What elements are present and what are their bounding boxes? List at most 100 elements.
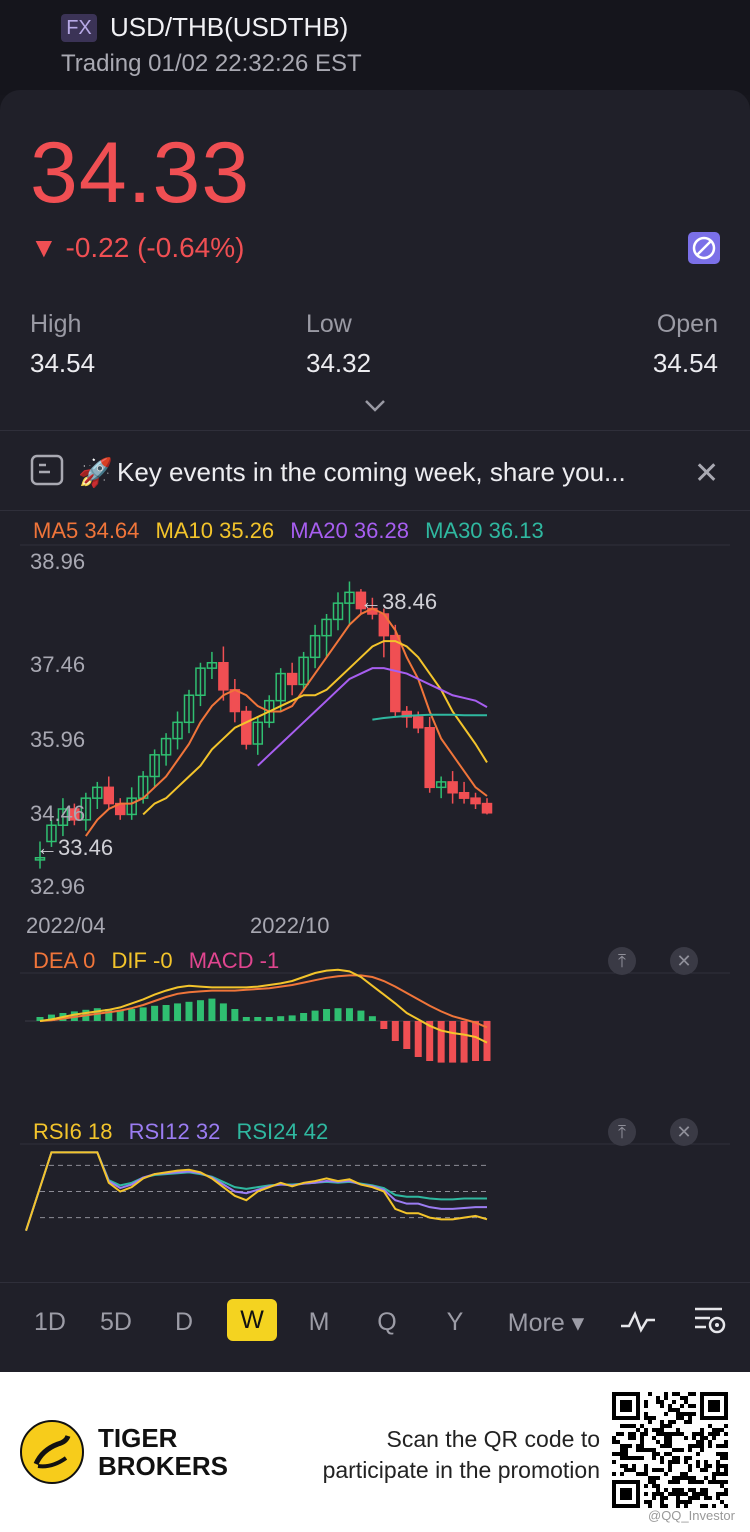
macd-bar	[437, 1021, 445, 1063]
qr-module	[692, 1492, 696, 1496]
tiger-logo-icon	[20, 1420, 84, 1484]
macd-bar	[449, 1021, 457, 1063]
qr-module	[656, 1432, 660, 1436]
tab-more[interactable]: More ▾	[507, 1309, 585, 1337]
tab-m[interactable]: M	[308, 1308, 330, 1336]
pin-top-icon[interactable]: ⤒	[608, 947, 636, 975]
tab-d[interactable]: D	[174, 1308, 194, 1336]
x-axis-label: 2022/04	[26, 913, 106, 938]
qr-finder	[620, 1488, 632, 1500]
qr-module	[640, 1456, 644, 1460]
qr-module	[680, 1488, 684, 1492]
close-icon[interactable]: ✕	[694, 457, 720, 490]
y-axis-label: 32.96	[30, 874, 86, 899]
qr-code[interactable]	[612, 1392, 728, 1508]
qr-module	[716, 1492, 720, 1496]
qr-module	[664, 1432, 668, 1436]
qr-module	[652, 1468, 656, 1472]
rsi24-label: RSI24 42	[236, 1119, 329, 1144]
qr-module	[688, 1456, 692, 1460]
close-indicator-icon[interactable]: ✕	[670, 947, 698, 975]
banner-text[interactable]: Key events in the coming week, share you…	[117, 457, 626, 487]
macd-bar	[403, 1021, 411, 1049]
qr-module	[668, 1460, 672, 1464]
y-axis-label: 35.96	[30, 727, 86, 752]
macd-bar	[151, 1005, 159, 1021]
qr-module	[672, 1488, 676, 1492]
macd-bar	[334, 1008, 342, 1021]
qr-module	[712, 1472, 716, 1476]
macd-bar	[196, 1000, 204, 1021]
close-indicator-icon[interactable]: ✕	[670, 1118, 698, 1146]
candle-body	[275, 672, 286, 702]
tab-1d[interactable]: 1D	[34, 1308, 66, 1336]
indicator-icon[interactable]	[619, 1306, 657, 1336]
qr-module	[676, 1496, 680, 1500]
qr-module	[672, 1392, 676, 1396]
visibility-off-icon[interactable]	[688, 232, 720, 264]
qr-module	[612, 1452, 616, 1456]
qr-module	[648, 1504, 652, 1508]
qr-module	[628, 1424, 632, 1428]
qr-module	[696, 1444, 700, 1448]
qr-module	[648, 1420, 652, 1424]
tab-w[interactable]: W	[227, 1299, 277, 1341]
macd-bar	[265, 1017, 273, 1021]
low-annotation: ←33.46	[36, 835, 114, 860]
candle-body	[447, 781, 458, 794]
qr-module	[724, 1456, 728, 1460]
promo-text: Scan the QR code to participate in the pr…	[323, 1424, 600, 1486]
qr-module	[660, 1468, 664, 1472]
qr-module	[620, 1472, 624, 1476]
macd-bar	[139, 1007, 147, 1021]
qr-module	[692, 1432, 696, 1436]
qr-module	[692, 1496, 696, 1500]
candle-body	[298, 656, 309, 686]
macd-bar	[174, 1003, 182, 1021]
qr-module	[668, 1436, 672, 1440]
qr-module	[684, 1492, 688, 1496]
candle-body	[103, 786, 115, 805]
qr-module	[664, 1412, 668, 1416]
rsi12-label: RSI12 32	[128, 1119, 221, 1144]
tab-5d[interactable]: 5D	[100, 1308, 132, 1336]
qr-module	[632, 1456, 636, 1460]
macd-bar	[105, 1009, 113, 1021]
macd-bar	[185, 1001, 193, 1021]
macd-bar	[472, 1021, 480, 1061]
macd-bar	[414, 1021, 422, 1057]
qr-module	[612, 1472, 616, 1476]
macd-bar	[162, 1005, 170, 1021]
qr-module	[676, 1428, 680, 1432]
macd-bar	[219, 1003, 227, 1021]
pin-top-icon[interactable]: ⤒	[608, 1118, 636, 1146]
macd-bar	[357, 1010, 365, 1021]
qr-module	[676, 1480, 680, 1484]
qr-module	[652, 1484, 656, 1488]
qr-module	[696, 1460, 700, 1464]
tab-q[interactable]: Q	[377, 1308, 397, 1336]
qr-module	[720, 1484, 724, 1488]
chevron-down-icon[interactable]	[362, 396, 388, 416]
high-annotation: ←38.46	[360, 589, 438, 614]
qr-module	[668, 1480, 672, 1484]
macd-bar	[254, 1017, 262, 1021]
qr-module	[684, 1436, 688, 1440]
qr-module	[612, 1440, 616, 1444]
tab-y[interactable]: Y	[446, 1308, 464, 1336]
candle-body	[183, 694, 195, 724]
macd-bar	[208, 998, 216, 1021]
qr-module	[620, 1464, 624, 1468]
qr-module	[644, 1464, 648, 1468]
candle-body	[206, 662, 218, 669]
qr-module	[660, 1460, 664, 1464]
candle-body	[424, 727, 435, 789]
qr-module	[700, 1448, 704, 1452]
candle-body	[46, 824, 57, 843]
qr-module	[660, 1456, 664, 1460]
qr-module	[636, 1472, 640, 1476]
rsi-legend: RSI6 18 RSI12 32 RSI24 42	[33, 1119, 338, 1145]
qr-module	[632, 1436, 636, 1440]
qr-module	[700, 1488, 704, 1492]
chart-settings-icon[interactable]	[692, 1304, 728, 1338]
